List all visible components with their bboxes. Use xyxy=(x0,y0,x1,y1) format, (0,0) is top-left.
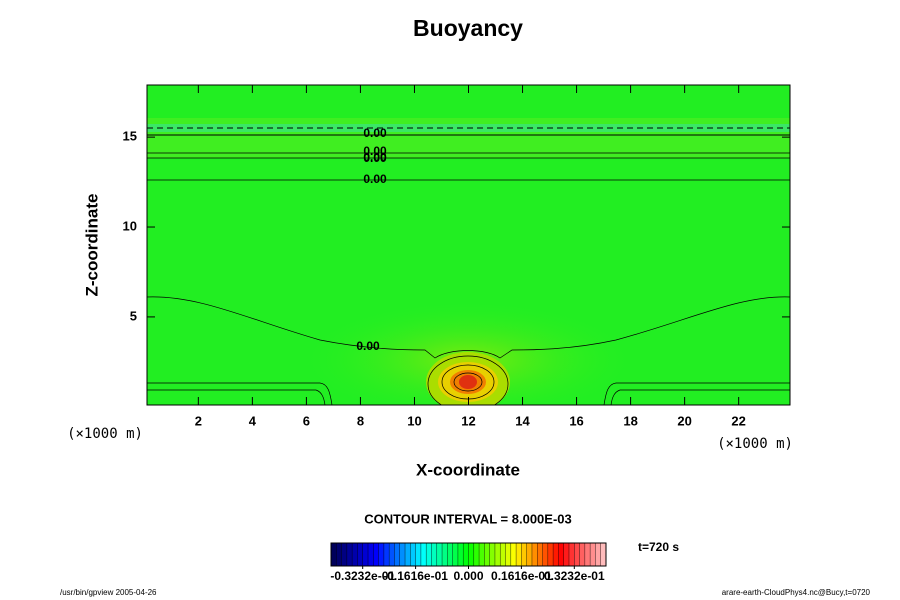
chart-title: Buoyancy xyxy=(413,15,523,41)
colorbar-cell xyxy=(537,543,543,566)
colorbar-cell xyxy=(415,543,422,566)
colorbar-cell xyxy=(357,543,364,566)
contour-interval: CONTOUR INTERVAL = 8.000E-03 xyxy=(364,511,571,526)
x-tick-label: 18 xyxy=(623,413,637,428)
y-tick-label: 15 xyxy=(123,129,137,144)
x-tick-label: 4 xyxy=(249,413,257,428)
x-tick-label: 20 xyxy=(677,413,691,428)
y-unit-label: (×1000 m) xyxy=(67,426,143,442)
colorbar-cell xyxy=(563,543,570,566)
y-tick-label: 10 xyxy=(123,218,137,233)
colorbar-cell xyxy=(389,543,395,566)
colorbar-cell xyxy=(574,543,580,566)
x-tick-label: 16 xyxy=(569,413,583,428)
colorbar-cell xyxy=(431,543,438,566)
colorbar-cell xyxy=(521,543,527,566)
time-label: t=720 s xyxy=(638,540,679,554)
contour-label: 0.00 xyxy=(363,172,387,186)
colorbar-cell xyxy=(468,543,475,566)
colorbar-cell xyxy=(558,543,564,566)
colorbar-tick-label: 0.000 xyxy=(453,569,483,583)
colorbar-cell xyxy=(510,543,517,566)
footer-left: /usr/bin/gpview 2005-04-26 xyxy=(60,588,157,597)
colorbar-tick-label: -0.1616e-01 xyxy=(383,569,448,583)
colorbar-cell xyxy=(346,543,353,566)
x-tick-label: 10 xyxy=(407,413,421,428)
colorbar-cell xyxy=(442,543,448,566)
x-axis-label: X-coordinate xyxy=(416,460,520,479)
colorbar-cell xyxy=(526,543,533,566)
x-tick-label: 2 xyxy=(195,413,202,428)
y-tick-label: 5 xyxy=(130,308,137,323)
colorbar-cell xyxy=(531,543,538,566)
colorbar-cell xyxy=(457,543,464,566)
x-tick-label: 6 xyxy=(303,413,310,428)
colorbar-cell xyxy=(420,543,427,566)
colorbar-cell xyxy=(553,543,559,566)
y-axis-label: Z-coordinate xyxy=(82,194,101,297)
colorbar-cell xyxy=(331,543,337,566)
contour-label: 0.00 xyxy=(356,339,380,353)
x-tick-label: 22 xyxy=(731,413,745,428)
colorbar-cell xyxy=(336,543,342,566)
colorbar-cell xyxy=(410,543,416,566)
colorbar-tick-label: 0.1616e-01 xyxy=(491,569,552,583)
colorbar-tick-label: 0.3232e-01 xyxy=(544,569,605,583)
field xyxy=(147,85,790,405)
colorbar-cell xyxy=(484,543,490,566)
colorbar-cell xyxy=(436,543,443,566)
colorbar-cell xyxy=(473,543,480,566)
colorbar-cell xyxy=(489,543,496,566)
colorbar-cell xyxy=(394,543,401,566)
colorbar-cell xyxy=(362,543,369,566)
colorbar-cell xyxy=(505,543,512,566)
contour-label: 0.00 xyxy=(363,126,387,140)
colorbar-cell xyxy=(516,543,522,566)
contour-label: 0.00 xyxy=(363,150,387,164)
x-tick-label: 14 xyxy=(515,413,530,428)
colorbar-cell xyxy=(352,543,358,566)
colorbar-cell xyxy=(405,543,411,566)
colorbar-cell xyxy=(378,543,385,566)
colorbar-cell xyxy=(590,543,596,566)
footer-right: arare-earth-CloudPhys4.nc@Bucy,t=0720 xyxy=(722,588,871,597)
colorbar-cell xyxy=(452,543,459,566)
colorbar-cell xyxy=(383,543,390,566)
colorbar-cell xyxy=(399,543,406,566)
colorbar-cell xyxy=(595,543,602,566)
colorbar-cell xyxy=(341,543,348,566)
colorbar-cell xyxy=(542,543,549,566)
contour-label: 0.00 xyxy=(363,151,387,165)
colorbar-cell xyxy=(547,543,554,566)
colorbar-cell xyxy=(368,543,374,566)
x-tick-label: 12 xyxy=(461,413,475,428)
colorbar-tick-label: -0.3232e-01 xyxy=(330,569,395,583)
colorbar-cell xyxy=(494,543,501,566)
colorbar-cell xyxy=(447,543,453,566)
colorbar-cell xyxy=(584,543,591,566)
colorbar-cell xyxy=(463,543,469,566)
x-tick-label: 8 xyxy=(357,413,364,428)
colorbar-cell xyxy=(479,543,485,566)
colorbar-cell xyxy=(579,543,586,566)
colorbar-cell xyxy=(373,543,379,566)
x-unit-label: (×1000 m) xyxy=(717,436,793,452)
colorbar-cell xyxy=(568,543,575,566)
colorbar-cell xyxy=(426,543,432,566)
colorbar-cell xyxy=(600,543,607,566)
contour-label: 0.00 xyxy=(363,144,387,158)
colorbar-cell xyxy=(500,543,506,566)
